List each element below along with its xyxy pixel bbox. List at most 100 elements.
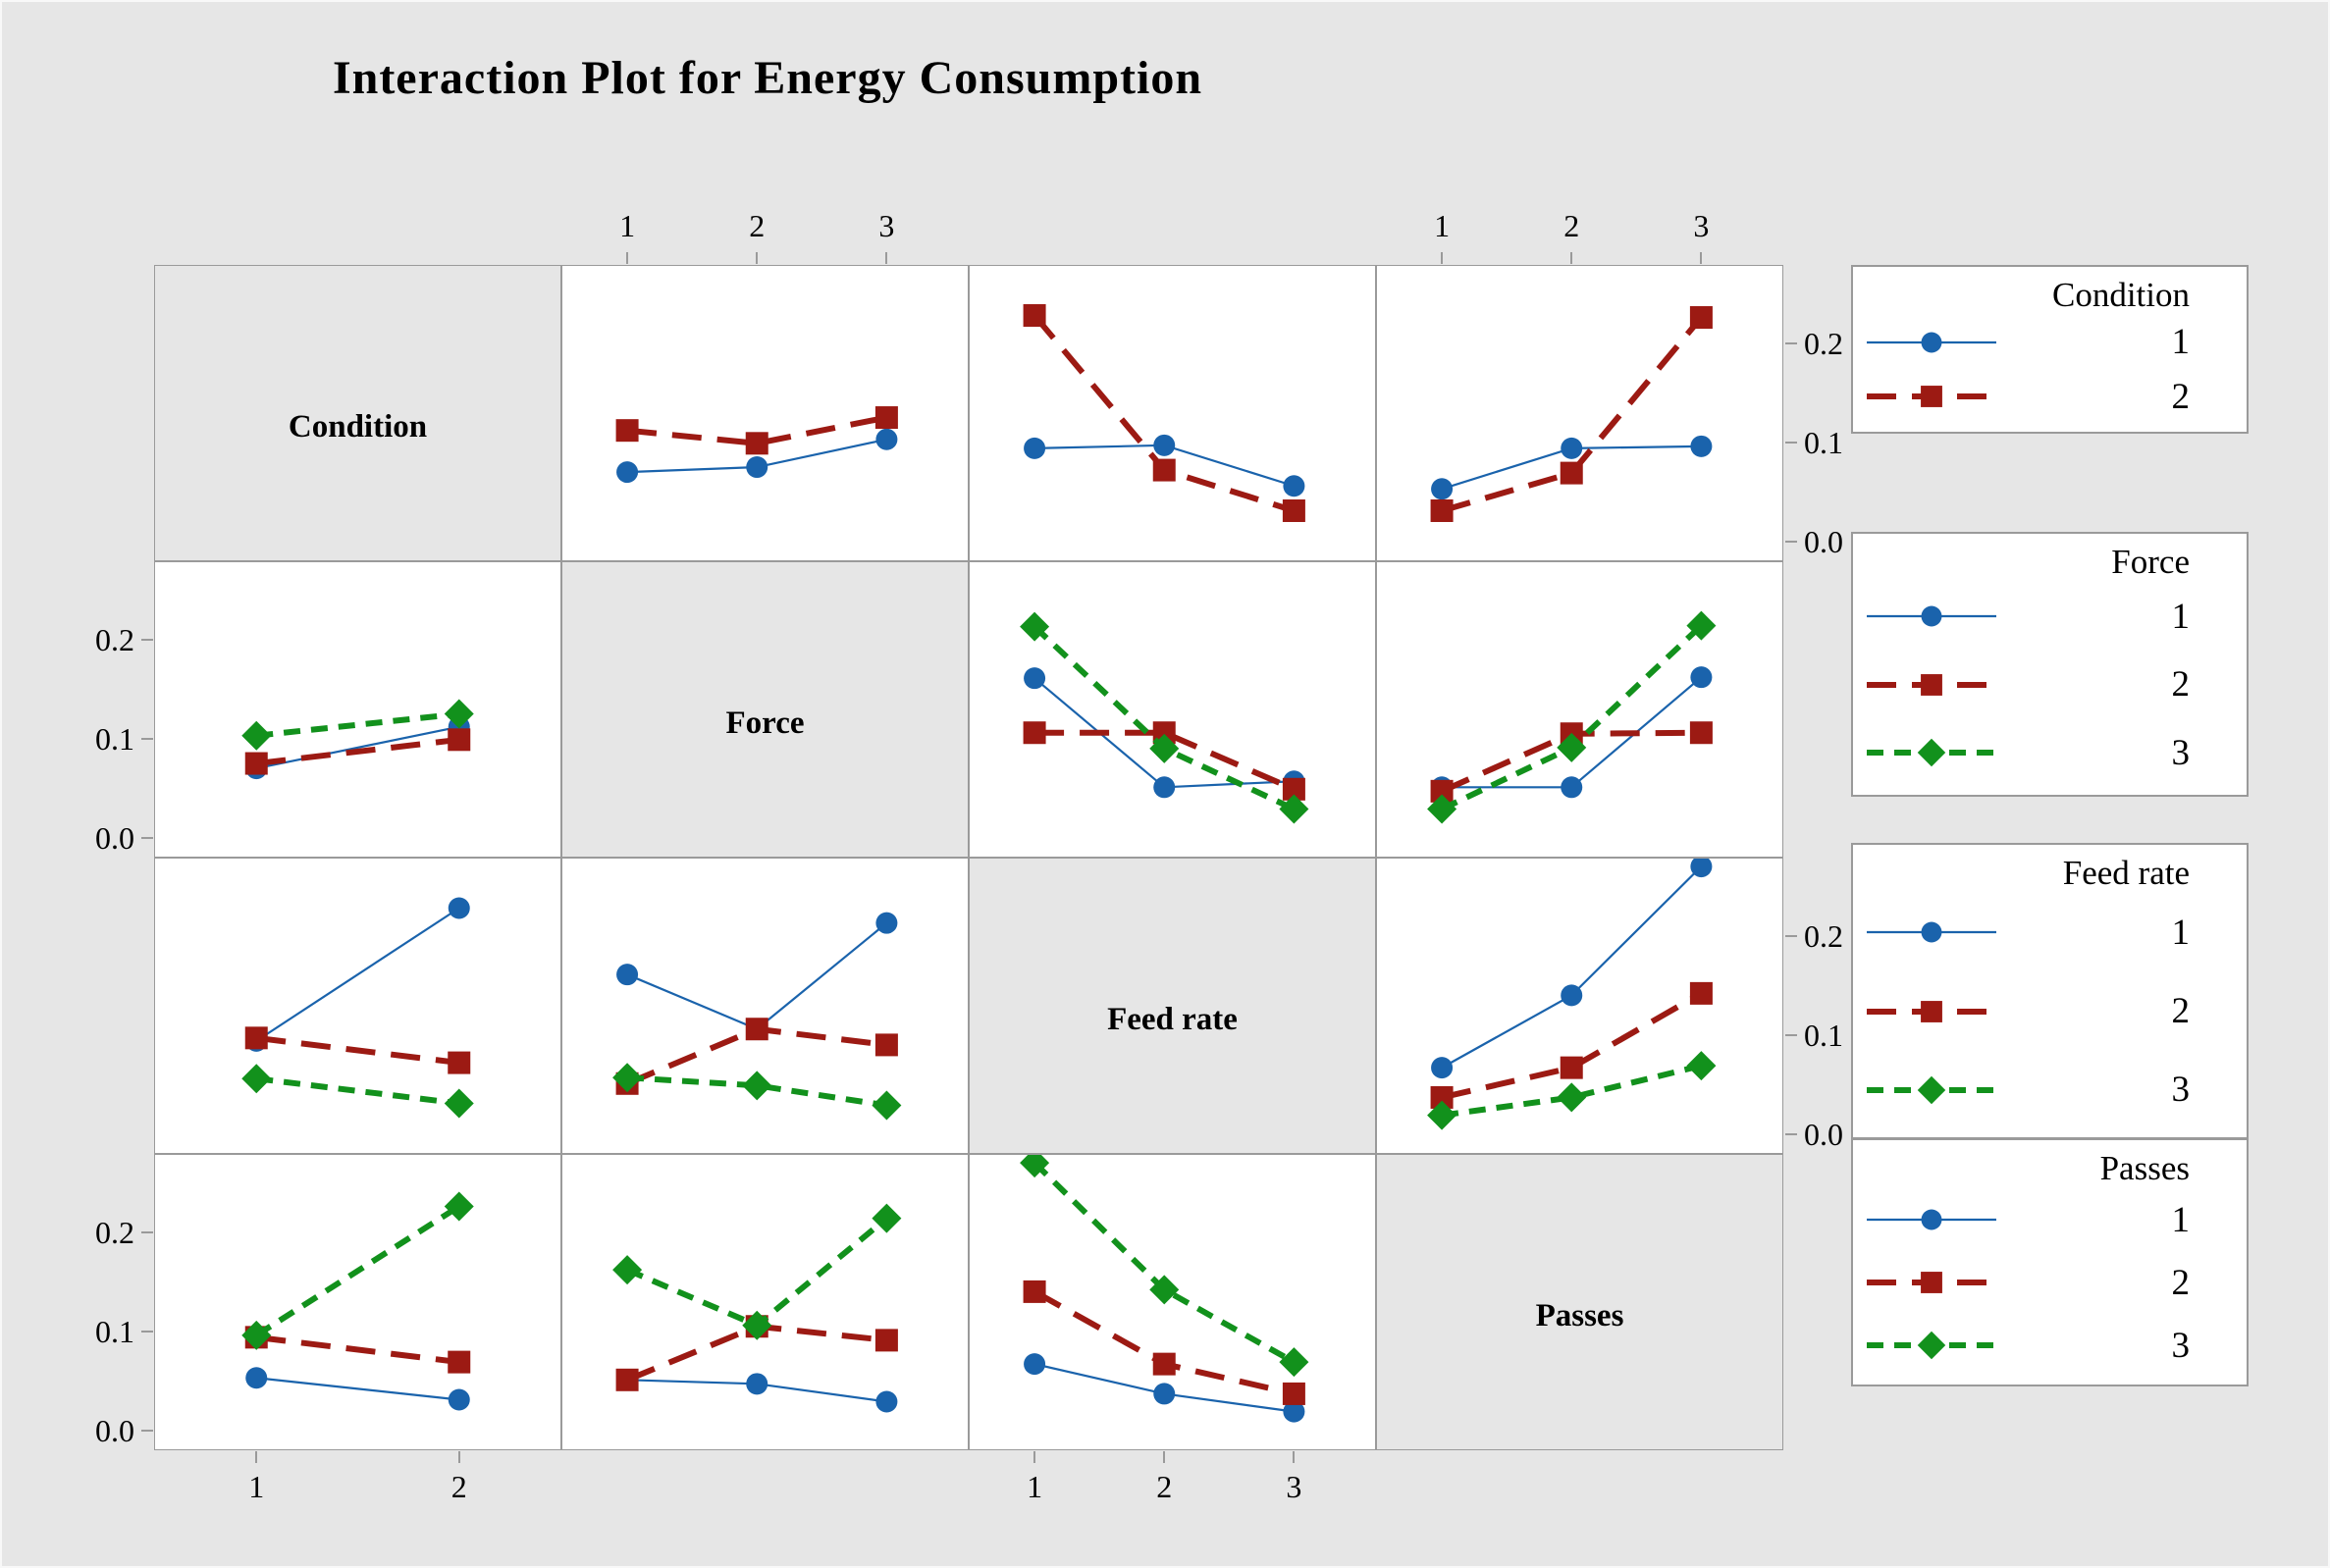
- legend-title: Passes: [2099, 1149, 2190, 1187]
- series-level-2-line: [255, 1333, 460, 1366]
- x-axis-label: 1: [619, 208, 636, 243]
- x-axis-tick: [885, 252, 888, 264]
- legend-item: 1: [1867, 582, 2190, 651]
- y-axis-tick: [141, 737, 153, 740]
- y-axis-tick: [141, 638, 153, 641]
- y-axis-label: 0.1: [95, 1313, 134, 1349]
- x-axis-tick: [1700, 252, 1703, 264]
- legend-item-label: 1: [2171, 596, 2191, 637]
- x-axis-label: 2: [450, 1469, 467, 1504]
- legend-item: 1: [1867, 1188, 2190, 1251]
- y-axis-tick: [141, 1429, 153, 1432]
- legend-item-label: 1: [2171, 322, 2191, 363]
- y-axis-label: 0.2: [95, 1214, 134, 1250]
- legend-item: 3: [1867, 1314, 2190, 1377]
- legend-item: 1: [1867, 893, 2190, 971]
- legend-item: 3: [1867, 718, 2190, 787]
- diamond-marker-icon: [1867, 1075, 1996, 1105]
- x-axis-tick: [756, 252, 759, 264]
- y-axis-tick: [1785, 1033, 1797, 1036]
- panel-passes-vs-force: [562, 1155, 968, 1449]
- legend-force: Force 1 2 3: [1851, 532, 2249, 797]
- x-axis-label: 2: [749, 208, 766, 243]
- panel-force-vs-passes: [1377, 562, 1782, 857]
- x-axis-tick: [1163, 1451, 1166, 1463]
- chart-title: Interaction Plot for Energy Consumption: [332, 52, 1203, 104]
- circle-marker-icon: [1867, 332, 1996, 353]
- legend-item-label: 2: [2171, 376, 2191, 417]
- line-plot: [241, 699, 474, 780]
- panel-feed-rate-vs-force: [562, 859, 968, 1153]
- legend-item: 2: [1867, 1251, 2190, 1314]
- legend-item: 1: [1867, 315, 2190, 369]
- y-axis-tick: [141, 836, 153, 839]
- x-axis-label: 1: [1027, 1469, 1043, 1504]
- line-plot: [615, 406, 898, 484]
- line-plot: [612, 912, 902, 1121]
- y-axis-tick: [1785, 341, 1797, 344]
- diagonal-cell-condition: Condition: [155, 266, 560, 560]
- x-axis-tick: [1293, 1451, 1296, 1463]
- x-axis-tick: [1441, 252, 1444, 264]
- square-marker-icon: [1867, 1000, 1996, 1022]
- panel-condition-vs-passes: [1377, 266, 1782, 560]
- panel-force-vs-condition: [155, 562, 560, 857]
- x-axis-label: 3: [878, 208, 895, 243]
- legend-item-label: 3: [2171, 732, 2191, 773]
- series-level-1-line: [626, 921, 888, 1031]
- series-level-3-line: [625, 1216, 889, 1330]
- x-axis-label: 3: [1286, 1469, 1302, 1504]
- series-level-2-line: [255, 1034, 460, 1067]
- y-axis-label: 0.0: [95, 819, 134, 856]
- y-axis-tick: [1785, 1132, 1797, 1135]
- line-plot: [241, 1191, 474, 1411]
- x-axis-label: 1: [248, 1469, 265, 1504]
- diamond-marker-icon: [1867, 738, 1996, 767]
- series-level-3-line: [255, 710, 460, 739]
- line-plot: [1020, 611, 1309, 824]
- series-level-1-line: [1441, 865, 1703, 1070]
- legend-item-label: 2: [2171, 664, 2191, 706]
- x-axis-label: 2: [1156, 1469, 1173, 1504]
- diamond-marker-icon: [1867, 1331, 1996, 1360]
- legend-item-label: 2: [2171, 1262, 2191, 1303]
- line-plot: [241, 897, 474, 1119]
- legend-item: 2: [1867, 651, 2190, 719]
- series-level-1-line: [256, 725, 459, 770]
- line-plot: [1023, 304, 1305, 522]
- x-axis-tick: [1033, 1451, 1036, 1463]
- panel-condition-vs-feed-rate: [970, 266, 1375, 560]
- legend-item-label: 2: [2171, 991, 2191, 1032]
- series-level-1-line: [255, 907, 460, 1042]
- interaction-matrix: Condition Force Feed rate Passes: [154, 265, 1783, 1450]
- legend-title: Force: [2111, 543, 2190, 581]
- panel-feed-rate-vs-condition: [155, 859, 560, 1153]
- y-axis-label: 0.0: [95, 1412, 134, 1448]
- series-level-2-line: [1441, 990, 1703, 1101]
- y-axis-tick: [1785, 934, 1797, 937]
- y-axis-tick: [141, 1330, 153, 1333]
- legend-title: Condition: [2051, 276, 2190, 314]
- x-axis-tick: [1570, 252, 1573, 264]
- line-plot: [612, 1203, 902, 1413]
- x-axis-tick: [626, 252, 629, 264]
- panel-feed-rate-vs-passes: [1377, 859, 1782, 1153]
- series-level-3-line: [1441, 1063, 1703, 1119]
- y-axis-label: 0.2: [95, 621, 134, 657]
- square-marker-icon: [1867, 1272, 1996, 1294]
- legend-passes: Passes 1 2 3: [1851, 1138, 2249, 1386]
- legend-item: 2: [1867, 972, 2190, 1051]
- y-axis-tick: [1785, 540, 1797, 543]
- legend-item: 3: [1867, 1051, 2190, 1129]
- x-axis-tick: [255, 1451, 258, 1463]
- factor-label: Passes: [1535, 1297, 1624, 1333]
- legend-item-label: 3: [2171, 1325, 2191, 1366]
- legend-condition: Condition 1 2: [1851, 265, 2249, 434]
- diagonal-cell-force: Force: [562, 562, 968, 857]
- series-level-3-line: [1032, 1160, 1296, 1365]
- legend-item-label: 1: [2171, 1199, 2191, 1240]
- factor-label: Condition: [288, 408, 428, 444]
- legend-feed-rate: Feed rate 1 2 3: [1851, 843, 2249, 1139]
- panel-force-vs-feed-rate: [970, 562, 1375, 857]
